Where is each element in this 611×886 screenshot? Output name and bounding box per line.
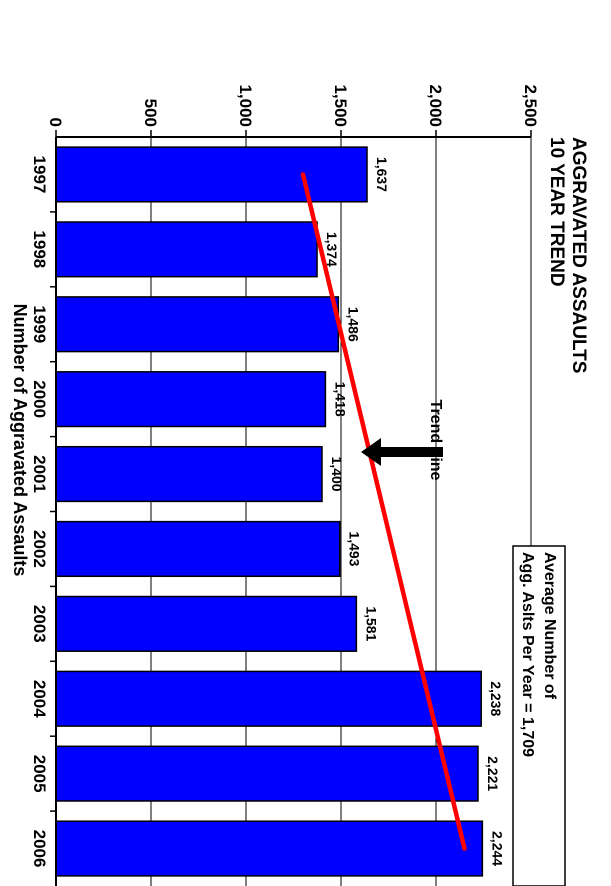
data-label-2005: 2,221 xyxy=(485,756,501,791)
x-tick-label-1999: 1999 xyxy=(30,305,49,343)
average-line-1: Average Number of xyxy=(541,552,558,700)
trend-arrow-shaft xyxy=(381,447,443,457)
x-tick-label-1997: 1997 xyxy=(30,156,49,194)
trend-arrow xyxy=(361,438,443,466)
y-tick-label-500: 500 xyxy=(141,99,160,127)
trend-line-label: Trend Line xyxy=(427,400,444,481)
y-tick-label-2500: 2,500 xyxy=(521,84,540,127)
bar-1997 xyxy=(55,146,368,203)
bar-2005 xyxy=(55,745,479,802)
x-tick-label-2004: 2004 xyxy=(30,680,49,718)
bar-2002 xyxy=(55,520,341,578)
y-axis-title: Number of Aggravated Assaults xyxy=(10,304,30,577)
bar-2003 xyxy=(55,595,358,652)
average-line-2: Agg. Aslts Per Year = 1,709 xyxy=(519,552,536,757)
bar-2004 xyxy=(55,670,482,727)
data-label-1997: 1,637 xyxy=(374,157,390,192)
x-tick-label-2006: 2006 xyxy=(30,830,49,868)
trend-line xyxy=(300,172,467,851)
y-tick-label-1000: 1,000 xyxy=(236,84,255,127)
x-tick-label-2002: 2002 xyxy=(30,530,49,568)
x-tick-label-1998: 1998 xyxy=(30,230,49,268)
bar-2006 xyxy=(55,820,484,877)
x-tick-label-2003: 2003 xyxy=(30,605,49,643)
bar-1999 xyxy=(55,296,340,353)
data-label-2002: 1,493 xyxy=(347,531,363,566)
data-label-2006: 2,244 xyxy=(489,831,505,866)
data-label-2004: 2,238 xyxy=(488,681,504,716)
y-tick-label-0: 0 xyxy=(46,118,65,127)
bar-2000 xyxy=(55,371,327,428)
bar-1998 xyxy=(55,221,318,278)
y-tick-label-2000: 2,000 xyxy=(426,84,445,127)
data-label-2000: 1,418 xyxy=(332,382,348,417)
data-label-2001: 1,400 xyxy=(329,457,345,492)
chart-title: AGGRAVATED ASSAULTS xyxy=(568,137,589,373)
trend-arrow-head xyxy=(361,438,381,466)
average-box xyxy=(512,545,566,886)
x-tick-label-2005: 2005 xyxy=(30,755,49,793)
x-tick-label-2000: 2000 xyxy=(30,380,49,418)
chart-subtitle: 10 YEAR TREND xyxy=(546,137,567,287)
data-label-2003: 1,581 xyxy=(363,606,379,641)
data-label-1998: 1,374 xyxy=(324,232,340,267)
bar-2001 xyxy=(55,445,323,503)
y-tick-label-1500: 1,500 xyxy=(331,84,350,127)
data-label-1999: 1,486 xyxy=(345,307,361,342)
x-tick-label-2001: 2001 xyxy=(30,455,49,493)
